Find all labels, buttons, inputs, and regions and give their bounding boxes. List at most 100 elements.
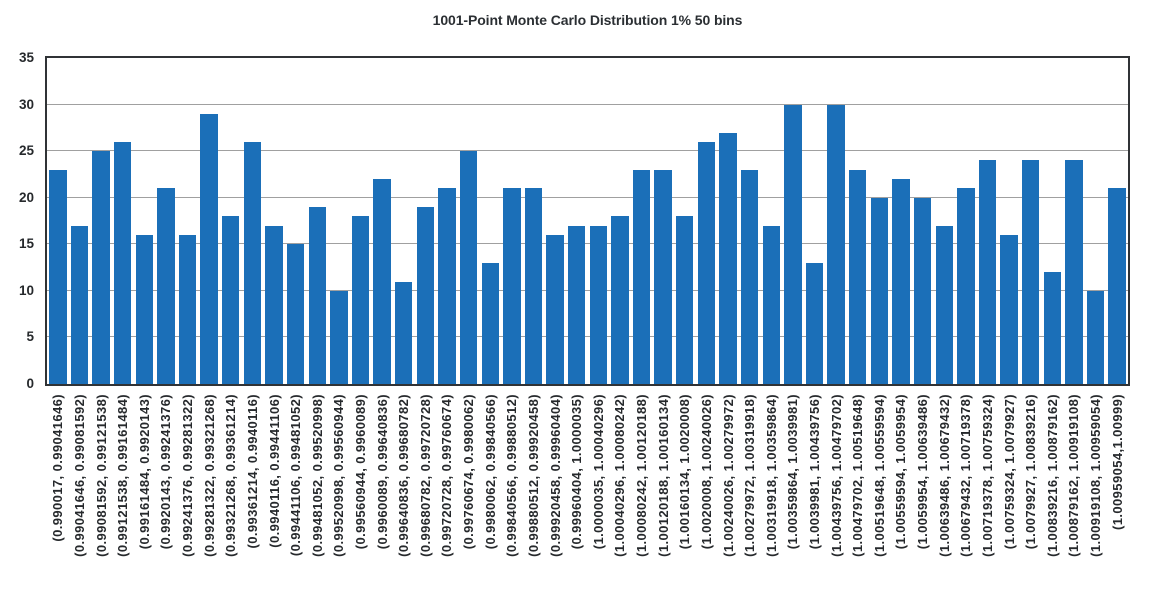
x-axis-tick-label: (0.99840566, 0.99880512) (504, 394, 520, 557)
bar (546, 234, 564, 384)
bar (373, 179, 391, 384)
x-axis-tick-label: (0.99121538, 0.99161484) (115, 394, 131, 557)
x-axis-tick-label: (1.00879162, 1.00919108) (1066, 394, 1082, 557)
x-axis-tick-label: (1.00279972, 1.00319918) (742, 394, 758, 557)
gridline (47, 336, 1128, 338)
x-axis-tick-label: (1.00839216, 1.00879162) (1044, 394, 1060, 557)
bar (49, 169, 67, 384)
bar (265, 225, 283, 384)
bar (222, 216, 240, 384)
y-axis-tick-label: 25 (18, 143, 34, 159)
bar (135, 234, 153, 384)
x-axis-tick-label: (0.9940116, 0.99441106) (266, 394, 282, 548)
bar (611, 216, 629, 384)
bar (1022, 160, 1040, 384)
bar (503, 188, 521, 384)
x-axis-tick-label: (1.00040296, 1.00080242) (612, 394, 628, 557)
bar (524, 188, 543, 384)
bar (351, 216, 370, 384)
bar (1108, 188, 1126, 384)
gridline (47, 289, 1128, 291)
x-axis: (0.990017, 0.99041646) (0.99041646, 0.990… (47, 386, 1128, 590)
x-axis-tick-label: (0.99441106, 0.99481052) (288, 394, 304, 557)
x-axis-tick-label: (0.99640836, 0.99680782) (396, 394, 412, 557)
bar (935, 225, 953, 384)
x-axis-tick-label: (0.99720728, 0.99760674) (439, 394, 455, 557)
x-axis-tick-label: (0.99281322, 0.99321268) (201, 394, 217, 557)
bar (1043, 272, 1062, 384)
bar (654, 169, 672, 384)
bar (286, 244, 305, 384)
x-axis-tick-label: (1.00080242, 1.00120188) (634, 394, 650, 557)
chart-title: 1001-Point Monte Carlo Distribution 1% 5… (432, 12, 743, 28)
y-axis-tick-label: 35 (18, 50, 34, 65)
bar (330, 290, 348, 384)
x-axis-tick-label: (0.99041646, 0.99081592) (71, 394, 87, 557)
x-axis-tick-label: (1.0000035, 1.00040296) (590, 394, 606, 550)
bar (697, 141, 716, 384)
bar (632, 169, 651, 384)
bar (957, 188, 975, 384)
y-axis-tick-label: 10 (18, 282, 34, 298)
bar (1086, 290, 1105, 384)
x-axis-tick-label: (0.9960089, 0.99640836) (374, 394, 390, 550)
bar (395, 281, 413, 384)
bar (308, 207, 326, 384)
bar (157, 188, 175, 384)
x-axis-tick-label: (0.99680782, 0.99720728) (417, 394, 433, 557)
bar (416, 207, 435, 384)
x-axis-tick-label: (0.99760674, 0.9980062) (461, 394, 477, 550)
x-axis-tick-label: (0.99241376, 0.99281322) (180, 394, 196, 557)
x-axis-tick-label: (1.00479702, 1.00519648) (850, 394, 866, 557)
bar (567, 225, 586, 384)
x-axis-tick-label: (0.99081592, 0.99121538) (93, 394, 109, 557)
gridline (47, 196, 1128, 198)
x-axis-tick-label: (1.0079927, 1.00839216) (1023, 394, 1039, 550)
bar (978, 160, 997, 384)
x-axis-tick-label: (1.00719378, 1.00759324) (979, 394, 995, 557)
x-axis-tick-label: (0.99321268, 0.99361214) (223, 394, 239, 557)
y-axis-tick-label: 15 (18, 236, 34, 252)
y-axis: 0 5 10 15 20 25 30 35 (0, 50, 34, 391)
gridline (47, 150, 1128, 152)
x-axis-tick-label: (1.00240026, 1.00279972) (720, 394, 736, 557)
y-axis-tick-label: 30 (18, 96, 34, 112)
x-axis-tick-label: (1.0020008, 1.00240026) (698, 394, 714, 550)
x-axis-tick-label: (1.0039981, 1.00439756) (807, 394, 822, 550)
plot-area (45, 56, 1130, 386)
x-axis-tick-label: (1.00639486, 1.00679432) (936, 394, 952, 557)
bar (589, 225, 607, 384)
bar (200, 113, 218, 384)
bar (762, 225, 780, 384)
x-axis-tick-label: (1.00160134, 1.0020008) (677, 394, 693, 550)
bar (892, 179, 910, 384)
x-axis-tick-label: (0.9920143, 0.99241376) (158, 394, 174, 550)
bar (827, 104, 845, 384)
x-axis-tick-label: (1.00559594, 1.0059954) (893, 394, 909, 550)
bar (805, 262, 824, 384)
x-axis-tick-label: (0.990017, 0.99041646) (50, 394, 66, 542)
y-axis-tick-label: 0 (26, 376, 34, 391)
gridline (47, 243, 1128, 245)
x-axis-tick-label: (0.99481052, 0.99520998) (309, 394, 325, 557)
x-axis-tick-label: (0.99920458, 0.99960404) (547, 394, 563, 557)
bar (1000, 234, 1018, 384)
bar (740, 169, 759, 384)
bar (438, 188, 456, 384)
x-axis-tick-label: (1.00120188, 1.00160134) (655, 394, 671, 557)
x-axis-tick-label: (0.99161484, 0.9920143) (136, 394, 152, 550)
x-axis-tick-label: (0.99361214, 0.9940116) (244, 394, 260, 549)
x-axis-tick-label: (0.9980062, 0.99840566) (482, 394, 498, 550)
bar (1065, 160, 1083, 384)
bar (243, 141, 262, 384)
bar (870, 197, 889, 384)
x-axis-tick-label: (1.00919108, 1.00959054) (1088, 394, 1104, 557)
x-axis-tick-label: (1.00959054,1.00999) (1109, 394, 1125, 530)
bar (459, 151, 478, 384)
y-axis-tick-label: 20 (18, 189, 34, 205)
x-axis-tick-label: (1.00679432, 1.00719378) (958, 394, 974, 557)
x-axis-tick-label: (1.0059954, 1.00639486) (915, 394, 931, 550)
bar (92, 151, 110, 384)
x-axis-tick-label: (0.99880512, 0.99920458) (525, 394, 541, 557)
y-axis-tick-label: 5 (26, 329, 34, 345)
